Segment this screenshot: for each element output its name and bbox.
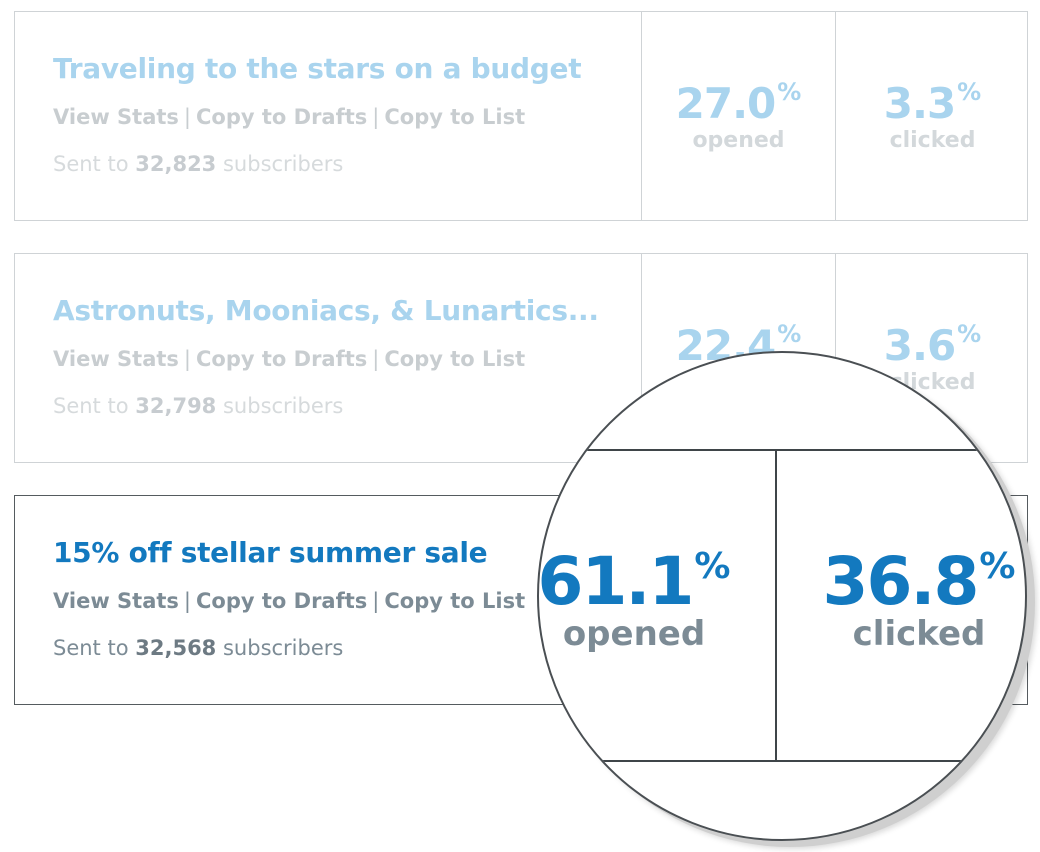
- sent-prefix: Sent to: [53, 394, 129, 418]
- lens-card-bottom-border: [539, 760, 1025, 762]
- campaign-actions: View Stats | Copy to Drafts | Copy to List: [53, 589, 525, 613]
- lens-card-top-border: [539, 449, 1025, 451]
- view-stats-link[interactable]: View Stats: [53, 105, 179, 129]
- view-stats-link[interactable]: View Stats: [53, 589, 179, 613]
- lens-opened-stat: 61.1% opened: [537, 543, 734, 654]
- campaign-title[interactable]: Traveling to the stars on a budget: [53, 52, 582, 85]
- magnifier-lens: 61.1% opened 36.8% clicked: [537, 351, 1027, 841]
- subscriber-count: 32,568: [135, 636, 217, 660]
- subscriber-count: 32,798: [135, 394, 217, 418]
- campaign-actions: View Stats | Copy to Drafts | Copy to List: [53, 105, 525, 129]
- campaign-info: Traveling to the stars on a budget View …: [15, 12, 641, 220]
- sent-prefix: Sent to: [53, 152, 129, 176]
- clicked-rate: 3.3: [883, 79, 956, 128]
- sent-summary: Sent to 32,823 subscribers: [53, 152, 343, 176]
- view-stats-link[interactable]: View Stats: [53, 347, 179, 371]
- percent-sign: %: [979, 546, 1016, 587]
- sent-summary: Sent to 32,798 subscribers: [53, 394, 343, 418]
- opened-rate: 27.0: [675, 79, 777, 128]
- opened-rate: 61.1: [537, 543, 694, 620]
- campaign-card: Traveling to the stars on a budget View …: [14, 11, 1028, 221]
- link-separator: |: [183, 105, 191, 129]
- campaign-info: Astronuts, Mooniacs, & Lunartics... View…: [15, 254, 641, 462]
- percent-sign: %: [957, 78, 982, 106]
- copy-to-drafts-link[interactable]: Copy to Drafts: [196, 347, 368, 371]
- sent-suffix: subscribers: [222, 636, 344, 660]
- sent-suffix: subscribers: [222, 394, 344, 418]
- campaign-card: Astronuts, Mooniacs, & Lunartics... View…: [14, 253, 1028, 463]
- copy-to-drafts-link[interactable]: Copy to Drafts: [196, 589, 368, 613]
- clicked-stat-cell: 3.6% clicked: [835, 254, 1029, 462]
- campaign-title[interactable]: Astronuts, Mooniacs, & Lunartics...: [53, 294, 599, 327]
- opened-label: opened: [692, 128, 785, 153]
- link-separator: |: [183, 589, 191, 613]
- campaign-title[interactable]: 15% off stellar summer sale: [53, 536, 488, 569]
- lens-clicked-stat: 36.8% clicked: [809, 543, 1025, 654]
- sent-prefix: Sent to: [53, 636, 129, 660]
- clicked-label: clicked: [889, 128, 976, 153]
- percent-sign: %: [694, 546, 731, 587]
- lens-column-divider: [775, 449, 777, 762]
- copy-to-list-link[interactable]: Copy to List: [384, 589, 526, 613]
- copy-to-list-link[interactable]: Copy to List: [384, 347, 526, 371]
- link-separator: |: [372, 105, 380, 129]
- subscriber-count: 32,823: [135, 152, 217, 176]
- campaign-info: 15% off stellar summer sale View Stats | C…: [15, 496, 641, 704]
- percent-sign: %: [777, 78, 802, 106]
- opened-label: opened: [562, 614, 706, 654]
- sent-suffix: subscribers: [222, 152, 344, 176]
- link-separator: |: [372, 589, 380, 613]
- sent-summary: Sent to 32,568 subscribers: [53, 636, 343, 660]
- clicked-rate: 3.6: [883, 321, 956, 370]
- copy-to-list-link[interactable]: Copy to List: [384, 105, 526, 129]
- percent-sign: %: [777, 320, 802, 348]
- clicked-stat-cell: 3.3% clicked: [835, 12, 1029, 220]
- campaign-actions: View Stats | Copy to Drafts | Copy to List: [53, 347, 525, 371]
- link-separator: |: [372, 347, 380, 371]
- clicked-label: clicked: [852, 614, 986, 654]
- link-separator: |: [183, 347, 191, 371]
- clicked-rate: 36.8: [822, 543, 980, 620]
- copy-to-drafts-link[interactable]: Copy to Drafts: [196, 105, 368, 129]
- percent-sign: %: [957, 320, 982, 348]
- opened-stat-cell: 27.0% opened: [641, 12, 835, 220]
